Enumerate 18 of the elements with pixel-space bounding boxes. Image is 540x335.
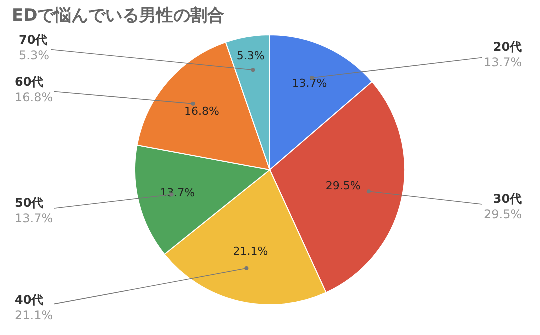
text: 29.5% bbox=[484, 208, 522, 222]
data-label: 5.3% bbox=[236, 49, 265, 62]
slice-label: 70代 bbox=[19, 33, 48, 47]
slice-label: 60代 bbox=[15, 75, 44, 89]
slice-label: 20代 bbox=[493, 40, 522, 54]
slice-label: 50代 bbox=[15, 196, 44, 210]
text: 13.7% bbox=[15, 212, 54, 226]
data-label: 21.1% bbox=[233, 244, 268, 258]
data-label: 16.8% bbox=[184, 104, 220, 118]
slice-label: 30代 bbox=[493, 192, 522, 206]
data-label: 13.7% bbox=[292, 76, 328, 90]
data-label: 29.5% bbox=[326, 180, 361, 193]
text: 21.1% bbox=[15, 308, 54, 323]
text: 13.7% bbox=[484, 56, 522, 70]
slice-label: 40代 bbox=[15, 293, 44, 307]
chart-title: EDで悩んでいる男性の割合 bbox=[12, 6, 225, 26]
text: 16.8% bbox=[15, 90, 54, 105]
text: 5.3% bbox=[19, 48, 50, 63]
